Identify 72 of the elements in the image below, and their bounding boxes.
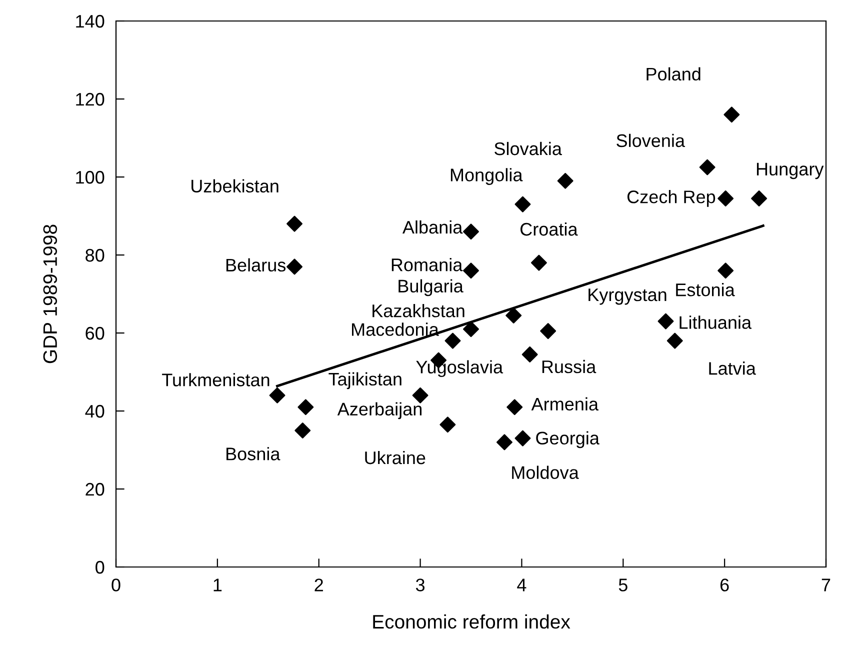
- annotation: Lithuania: [680, 316, 752, 329]
- point: [463, 224, 479, 240]
- annotation: Poland: [646, 67, 700, 81]
- point: [506, 399, 523, 416]
- point: [294, 422, 311, 438]
- y-axis-title: GDP 1989-1998: [43, 224, 58, 364]
- annotation: Kyrgystan: [588, 288, 666, 305]
- point: [506, 307, 522, 324]
- annotation: Moldova: [512, 466, 579, 479]
- y-tick-label: 120: [76, 92, 104, 106]
- annotation: Bosnia: [226, 447, 280, 460]
- annotation: Slovenia: [616, 134, 686, 148]
- point: [718, 190, 734, 206]
- point: [463, 262, 479, 279]
- point: [724, 106, 740, 123]
- annotation: Bulgaria: [398, 279, 464, 296]
- y-tick-label: 100: [76, 170, 104, 184]
- annotation: Romania: [392, 258, 463, 272]
- annotation: Mongolia: [450, 168, 523, 185]
- annotation: Kazakhstan: [372, 304, 464, 318]
- point: [440, 416, 456, 433]
- x-tick-label: 4: [517, 578, 526, 592]
- annotation: Russia: [542, 360, 596, 374]
- annotation: Estonia: [676, 283, 735, 296]
- point: [557, 172, 574, 189]
- annotation: Ukraine: [365, 450, 426, 464]
- y-tick-label: 20: [86, 482, 104, 496]
- point: [658, 313, 674, 330]
- point: [298, 399, 314, 416]
- annotation: Armenia: [531, 397, 599, 411]
- annotation: Turkmenistan: [162, 373, 270, 386]
- annotation: Albania: [402, 220, 463, 234]
- point: [751, 190, 768, 206]
- point: [269, 387, 286, 404]
- point: [444, 332, 461, 349]
- annotation: Slovakia: [494, 142, 562, 156]
- y-tick-label: 0: [96, 560, 104, 574]
- annotation: Hungary: [756, 162, 824, 180]
- point: [514, 196, 531, 212]
- annotation: Macedonia: [352, 322, 439, 336]
- point: [496, 434, 512, 450]
- annotation: Tajikistan: [328, 372, 402, 390]
- point: [286, 258, 302, 275]
- point: [666, 332, 683, 349]
- annotation: Georgia: [536, 431, 600, 448]
- point: [540, 323, 556, 340]
- annotation: Azerbaijan: [337, 402, 422, 420]
- annotation: Latvia: [709, 362, 756, 375]
- point: [514, 430, 531, 446]
- x-tick-label: 1: [214, 578, 222, 592]
- y-tick-label: 140: [76, 14, 104, 28]
- point: [286, 216, 302, 232]
- point: [699, 159, 716, 176]
- point: [530, 254, 547, 271]
- x-tick-label: 3: [416, 578, 425, 592]
- point: [718, 262, 734, 279]
- point: [522, 346, 538, 362]
- point: [412, 387, 428, 404]
- point: [463, 321, 479, 338]
- annotation: Czech Rep: [627, 190, 716, 207]
- y-tick-label: 40: [85, 404, 104, 418]
- x-tick-label: 6: [720, 578, 729, 592]
- y-tick-label: 80: [86, 248, 104, 262]
- x-tick-label: 5: [618, 578, 628, 592]
- x-tick-label: 2: [314, 578, 323, 592]
- annotation: Croatia: [520, 222, 578, 236]
- annotation: Belarus: [226, 258, 286, 272]
- x-axis-title: Economic reform index: [373, 614, 570, 629]
- y-tick-label: 60: [86, 326, 104, 340]
- x-tick-label: 0: [112, 578, 120, 592]
- x-tick-label: 7: [822, 578, 830, 592]
- annotation: Uzbekistan: [192, 179, 278, 193]
